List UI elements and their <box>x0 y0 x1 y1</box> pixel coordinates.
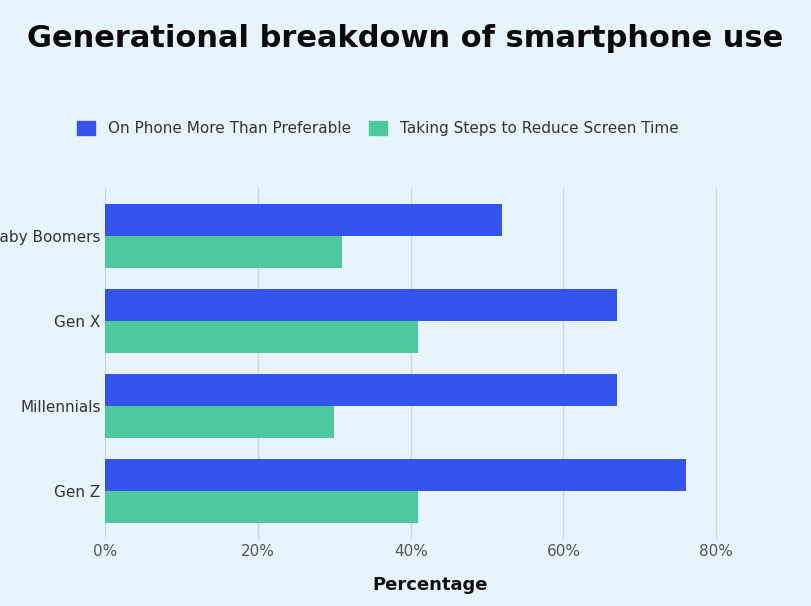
Bar <box>105 289 617 321</box>
Bar <box>105 491 418 524</box>
Bar <box>105 321 418 353</box>
Bar <box>105 374 617 406</box>
X-axis label: Percentage: Percentage <box>372 576 487 594</box>
Bar <box>105 459 685 491</box>
Bar <box>105 204 502 236</box>
Legend: On Phone More Than Preferable, Taking Steps to Reduce Screen Time: On Phone More Than Preferable, Taking St… <box>72 117 683 141</box>
Text: Generational breakdown of smartphone use: Generational breakdown of smartphone use <box>28 24 783 53</box>
Bar <box>105 236 342 268</box>
Bar <box>105 406 334 438</box>
